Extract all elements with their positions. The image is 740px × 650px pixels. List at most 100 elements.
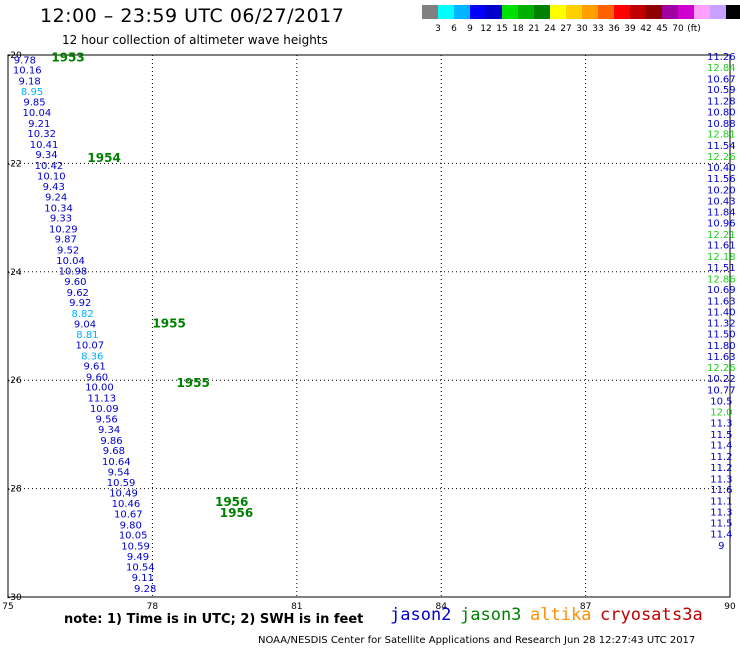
lon-tick-label: 90 bbox=[724, 602, 736, 612]
wave-height-value: 10.5 bbox=[710, 396, 732, 407]
pass-label: 1954 bbox=[87, 151, 120, 165]
map-title: 12:00 – 23:59 UTC 06/27/2017 bbox=[40, 5, 345, 27]
wave-height-value: 10.49 bbox=[109, 488, 138, 499]
wave-height-value: 9.60 bbox=[86, 372, 108, 383]
wave-height-value: 9.61 bbox=[84, 362, 106, 373]
scale-label: 12 bbox=[480, 24, 492, 34]
wave-height-value: 12.21 bbox=[707, 230, 736, 241]
scale-label: 9 bbox=[467, 24, 473, 34]
legend-s3a: s3a bbox=[672, 605, 703, 625]
scale-swatch bbox=[566, 5, 582, 19]
wave-height-value: 9.34 bbox=[35, 150, 57, 161]
scale-label: 15 bbox=[496, 24, 508, 34]
scale-label: (ft) bbox=[687, 24, 701, 34]
wave-height-value: 10.59 bbox=[107, 478, 136, 489]
wave-height-value: 9.54 bbox=[108, 467, 130, 478]
wave-height-value: 10.40 bbox=[707, 163, 736, 174]
legend-jason3: jason3 bbox=[460, 605, 522, 625]
wave-height-value: 9.34 bbox=[98, 425, 120, 436]
lat-tick-label: -22 bbox=[7, 159, 22, 169]
wave-height-value: 12.86 bbox=[707, 274, 736, 285]
scale-swatch bbox=[694, 5, 710, 19]
wave-height-value: 8.82 bbox=[71, 309, 93, 320]
wave-height-value: 10.04 bbox=[56, 256, 85, 267]
wave-height-value: 9.80 bbox=[120, 520, 142, 531]
wave-height-value: 11.63 bbox=[707, 297, 736, 308]
wave-height-value: 10.07 bbox=[76, 340, 105, 351]
wave-height-value: 10.29 bbox=[49, 224, 78, 235]
wave-height-value: 10.32 bbox=[27, 129, 56, 140]
scale-swatch bbox=[470, 5, 486, 19]
legend-cryosat: cryosat bbox=[600, 605, 672, 625]
wave-height-value: 11.80 bbox=[707, 341, 736, 352]
wave-height-value: 12.26 bbox=[707, 363, 736, 374]
wave-height-value: 9.43 bbox=[43, 182, 65, 193]
scale-swatch bbox=[614, 5, 630, 19]
lat-tick-label: -26 bbox=[7, 376, 22, 386]
scale-swatch bbox=[486, 5, 502, 19]
wave-height-value: 11.5 bbox=[710, 430, 732, 441]
map-subtitle: 12 hour collection of altimeter wave hei… bbox=[62, 33, 328, 47]
wave-height-value: 10.96 bbox=[707, 218, 736, 229]
wave-height-value: 10.22 bbox=[707, 374, 736, 385]
wave-height-value: 11.6 bbox=[710, 485, 732, 496]
wave-height-value: 8.81 bbox=[76, 330, 98, 341]
wave-height-value: 10.20 bbox=[707, 185, 736, 196]
wave-height-value: 12.18 bbox=[707, 252, 736, 263]
wave-height-value: 11.61 bbox=[707, 241, 736, 252]
wave-height-value: 10.46 bbox=[112, 499, 141, 510]
scale-swatch bbox=[710, 5, 726, 19]
scale-swatch bbox=[438, 5, 454, 19]
wave-height-value: 11.13 bbox=[88, 394, 117, 405]
scale-swatch bbox=[726, 5, 740, 19]
wave-height-value: 9.87 bbox=[55, 235, 77, 246]
wave-height-value: 12.84 bbox=[707, 63, 736, 74]
wave-height-value: 11.4 bbox=[710, 441, 732, 452]
wave-height-value: 10.43 bbox=[707, 196, 736, 207]
scale-swatch bbox=[678, 5, 694, 19]
wave-height-value: 10.00 bbox=[85, 383, 114, 394]
units-note: note: 1) Time is in UTC; 2) SWH is in fe… bbox=[64, 612, 364, 627]
wave-height-value: 11.32 bbox=[707, 319, 736, 330]
scale-swatch bbox=[582, 5, 598, 19]
scale-label: 30 bbox=[576, 24, 588, 34]
wave-height-value: 10.16 bbox=[13, 66, 42, 77]
scale-label: 36 bbox=[608, 24, 620, 34]
wave-height-value: 10.10 bbox=[37, 171, 66, 182]
wave-height-value: 9 bbox=[718, 541, 724, 552]
pass-label: 1955 bbox=[152, 316, 185, 330]
wave-height-value: 8.36 bbox=[81, 351, 103, 362]
wave-height-value: 10.34 bbox=[44, 203, 73, 214]
pass-label: 1955 bbox=[176, 376, 209, 390]
legend-altika: altika bbox=[530, 605, 592, 625]
wave-height-value: 10.88 bbox=[707, 119, 736, 130]
wave-height-value: 8.95 bbox=[21, 87, 43, 98]
scale-label: 21 bbox=[528, 24, 540, 34]
lon-tick-label: 81 bbox=[291, 602, 302, 612]
scale-label: 39 bbox=[624, 24, 636, 34]
lat-tick-label: -28 bbox=[7, 485, 22, 495]
wave-height-value: 11.1 bbox=[710, 497, 732, 508]
scale-swatch bbox=[518, 5, 534, 19]
lon-tick-label: 84 bbox=[435, 602, 447, 612]
credit-line: NOAA/NESDIS Center for Satellite Applica… bbox=[258, 635, 696, 646]
wave-height-value: 9.62 bbox=[67, 288, 89, 299]
wave-height-value: 10.05 bbox=[119, 531, 148, 542]
scale-label: 6 bbox=[451, 24, 457, 34]
scale-swatch bbox=[502, 5, 518, 19]
wave-height-value: 11.2 bbox=[710, 463, 732, 474]
wave-height-value: 10.59 bbox=[121, 542, 150, 553]
wave-height-value: 9.28 bbox=[134, 584, 156, 595]
wave-height-value: 9.85 bbox=[23, 98, 45, 109]
wave-height-value: 10.64 bbox=[102, 457, 131, 468]
wave-height-value: 9.24 bbox=[45, 192, 67, 203]
scale-swatch bbox=[630, 5, 646, 19]
wave-height-value: 9.18 bbox=[19, 76, 41, 87]
wave-height-value: 11.54 bbox=[707, 141, 736, 152]
wave-height-value: 9.52 bbox=[57, 246, 79, 257]
wave-height-value: 11.2 bbox=[710, 452, 732, 463]
wave-height-value: 9.56 bbox=[96, 415, 118, 426]
wave-height-value: 11.3 bbox=[710, 507, 732, 518]
wave-height-value: 10.77 bbox=[707, 385, 736, 396]
wave-height-value: 10.42 bbox=[35, 161, 64, 172]
